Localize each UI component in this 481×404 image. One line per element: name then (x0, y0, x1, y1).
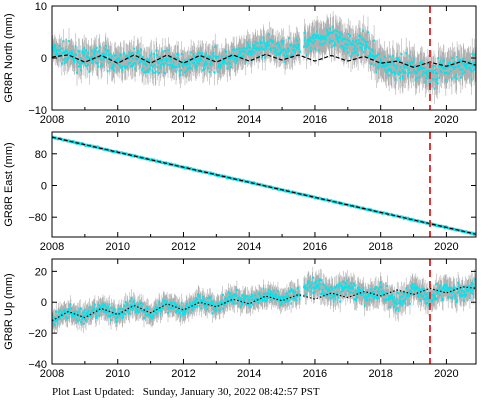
y-tick-label-up: −20 (28, 328, 47, 340)
y-tick-label-north: 0 (41, 53, 47, 65)
footer-timestamp: Sunday, January 30, 2022 08:42:57 PST (142, 386, 320, 398)
x-tick-label-east: 2012 (171, 241, 195, 253)
x-tick-label-north: 2010 (105, 114, 129, 126)
x-tick-label-north: 2014 (237, 114, 261, 126)
x-tick-label-up: 2014 (237, 368, 261, 380)
x-tick-label-up: 2008 (40, 368, 64, 380)
footer-prefix: Plot Last Updated: (52, 386, 135, 398)
model-line-east (52, 136, 476, 235)
x-tick-label-north: 2012 (171, 114, 195, 126)
x-tick-label-east: 2020 (434, 241, 458, 253)
x-tick-label-north: 2018 (368, 114, 392, 126)
x-tick-label-north: 2020 (434, 114, 458, 126)
y-axis-label-north: GR8R North (mm) (3, 13, 15, 102)
x-tick-label-up: 2010 (105, 368, 129, 380)
y-axis-label-east: GR8R East (mm) (3, 142, 15, 226)
plot-last-updated: Plot Last Updated: Sunday, January 30, 2… (52, 386, 320, 398)
x-tick-label-east: 2016 (303, 241, 327, 253)
y-tick-label-up: 20 (35, 266, 47, 278)
errorbar-lines-north (52, 11, 476, 105)
x-tick-label-east: 2008 (40, 241, 64, 253)
x-tick-label-up: 2016 (303, 368, 327, 380)
x-tick-label-up: 2018 (368, 368, 392, 380)
x-tick-label-up: 2012 (171, 368, 195, 380)
model-line-up (52, 286, 476, 322)
axes-frame-east (51, 131, 477, 238)
panel-east: 2008 2010 2012 2014 2016 2018 2020 −80 0 80 GR8R E… (3, 131, 477, 253)
y-tick-label-up: 0 (41, 297, 47, 309)
y-axis-label-up: GR8R Up (mm) (3, 273, 15, 349)
x-tick-label-east: 2018 (368, 241, 392, 253)
axes-frame-up (51, 258, 477, 365)
y-tick-label-up: −40 (28, 359, 47, 371)
y-tick-label-east: −80 (28, 212, 47, 224)
errorbars-north (52, 11, 476, 105)
x-tick-label-east: 2014 (237, 241, 261, 253)
y-tick-label-north: −10 (28, 105, 47, 117)
model-line-north (52, 53, 476, 68)
x-tick-label-up: 2020 (434, 368, 458, 380)
x-tick-label-north: 2016 (303, 114, 327, 126)
y-tick-label-east: 80 (35, 149, 47, 161)
y-tick-label-east: 0 (41, 180, 47, 192)
panel-up: 2008 2010 2012 2014 2016 2018 2020 −40 −20 0 20 GR8… (3, 258, 477, 380)
y-tick-label-north: 10 (35, 1, 47, 13)
panel-north: 2008 2010 2012 2014 2016 2018 2020 −10 0 10 GR8R N… (3, 1, 477, 126)
x-tick-label-east: 2010 (105, 241, 129, 253)
x-tick-label-north: 2008 (40, 114, 64, 126)
